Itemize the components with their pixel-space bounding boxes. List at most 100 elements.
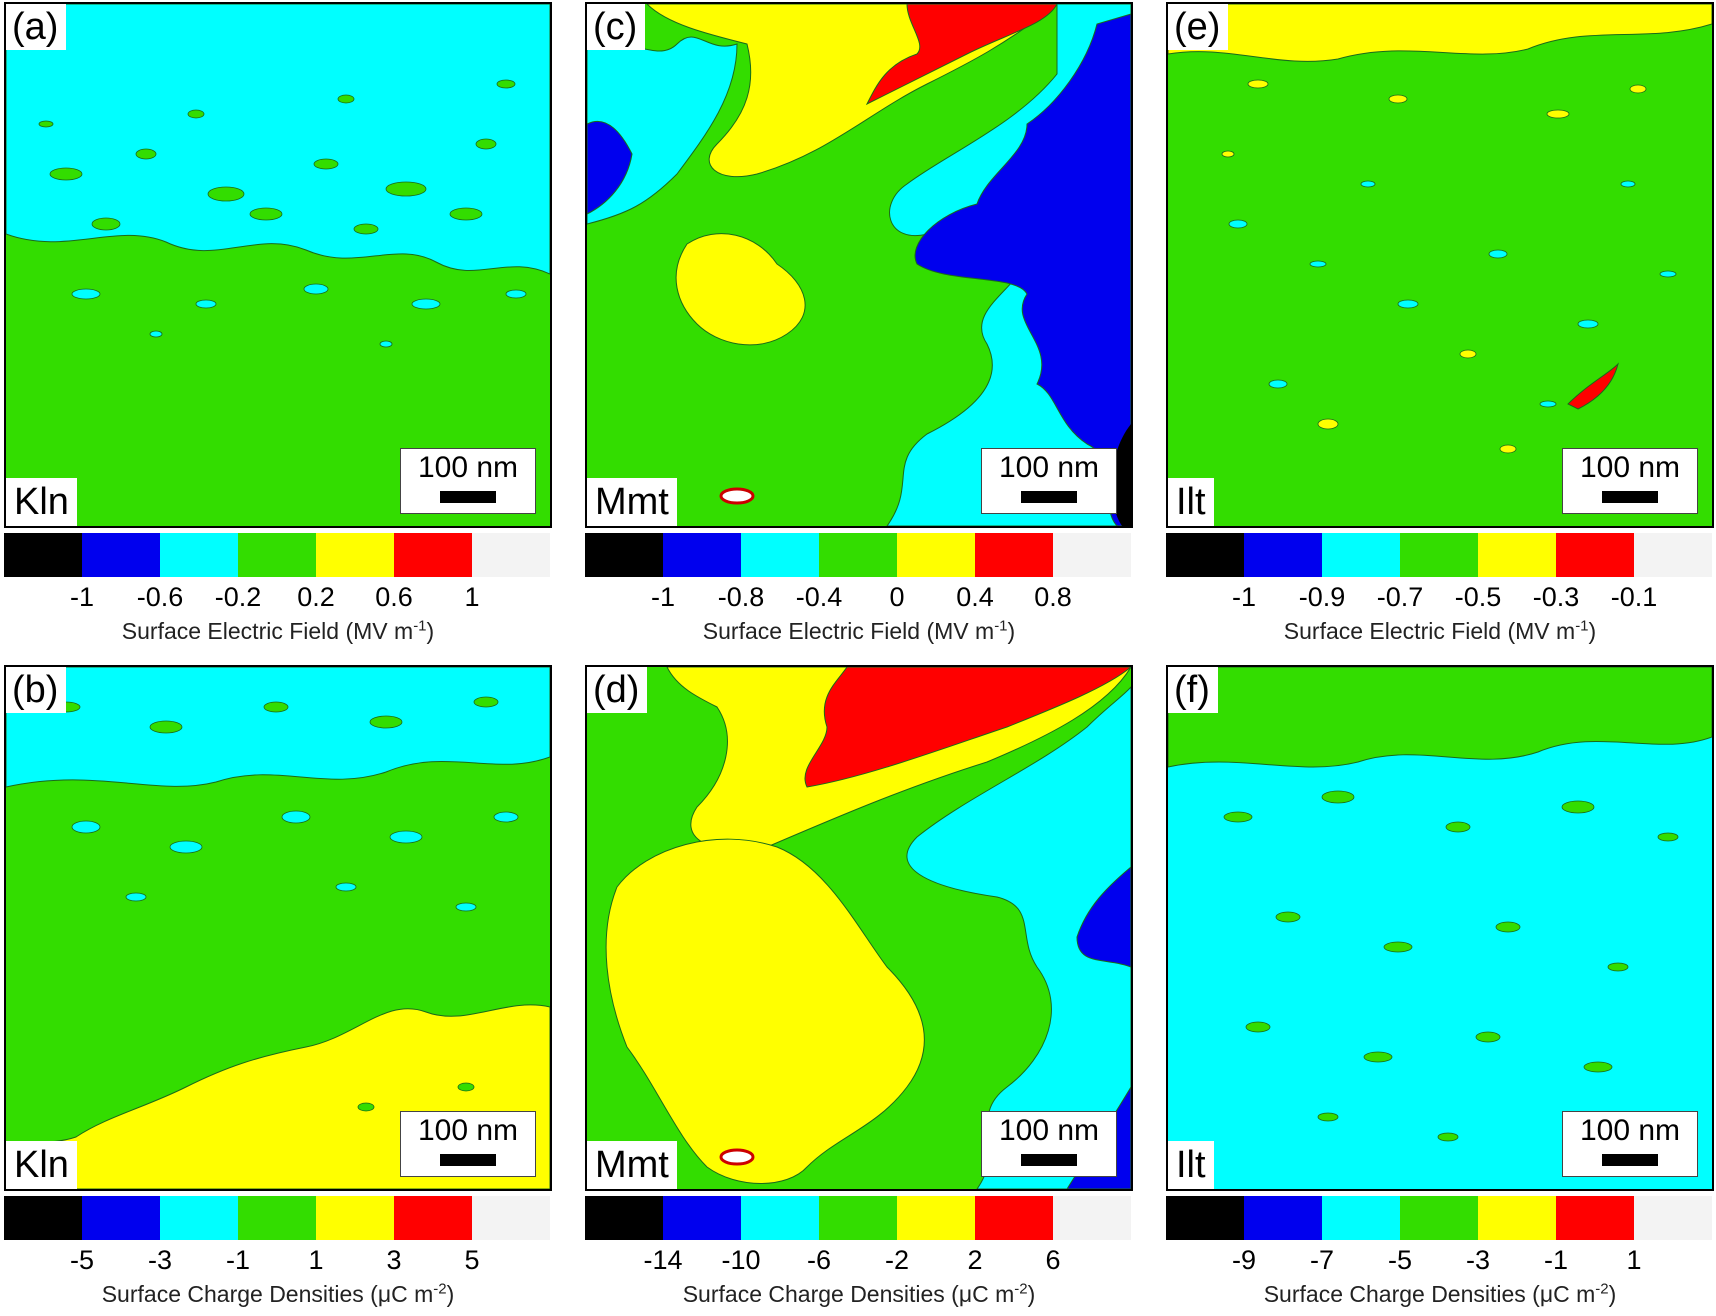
panel-letter: (b) [6,667,67,713]
colorbar-segment [316,533,394,577]
colorbar-tick-label: 1 [464,582,480,612]
colorbar-tick-label: -0.8 [717,582,765,612]
colorbar-tick-label: -0.6 [136,582,184,612]
scale-bar-line [440,1154,496,1166]
scale-bar: 100 nm [1562,1111,1698,1177]
colorbar-segment [1478,1196,1556,1240]
colorbar-label: Surface Electric Field (MV m-1) [702,617,1016,644]
mineral-label: Mmt [587,1141,677,1189]
speckle-cyan [1228,180,1677,408]
speckle-cyan [71,810,519,912]
scale-bar-label: 100 nm [1579,451,1681,484]
colorbar-tick-label: -3 [1465,1245,1491,1275]
colorbar-segment [160,1196,238,1240]
colorbar-segment [1053,533,1131,577]
colorbar-tick-label: 2 [967,1245,983,1275]
scale-bar: 100 nm [1562,448,1698,514]
colorbar-segment [819,533,897,577]
colorbar-segment [394,1196,472,1240]
colorbar-tick-label: -1 [650,582,676,612]
contour-map [587,4,1131,526]
colorbar-segment [1634,533,1712,577]
charge-map-ilt: (f) Ilt 100 nm [1166,665,1714,1191]
colorbar-tick-label: -5 [1387,1245,1413,1275]
colorbar-segment [316,1196,394,1240]
colorbar-tick-label: -0.2 [214,582,262,612]
speckle-cyan [71,283,527,348]
colorbar-tick-label: 3 [386,1245,402,1275]
colorbar-segment [741,1196,819,1240]
colorbar-segment [663,533,741,577]
mineral-label: Ilt [1168,1141,1214,1189]
colorbar-segment [160,533,238,577]
colorbar-ticks: -5 -3 -1 1 3 5 [4,1245,552,1281]
colorbar-segment [663,1196,741,1240]
colorbar-tick-label: 0.2 [297,582,335,612]
colorbar-segment [1244,1196,1322,1240]
colorbar-tick-label: -6 [806,1245,832,1275]
colorbar-segment [4,533,82,577]
colorbar-label: Surface Charge Densities (μC m-2) [1263,1280,1617,1307]
colorbar-tick-label: 0.8 [1034,582,1072,612]
colorbar-segment [741,533,819,577]
colorbar-segment [585,1196,663,1240]
colorbar-tick-label: -9 [1231,1245,1257,1275]
colorbar-tick-label: 1 [1626,1245,1642,1275]
scale-bar: 100 nm [981,448,1117,514]
colorbar-segment [4,1196,82,1240]
scale-bar-line [440,491,496,503]
panel-letter: (e) [1168,4,1229,50]
colorbar-segment [897,533,975,577]
colorbar-segment [394,533,472,577]
colorbar-segment [897,1196,975,1240]
colorbar-tick-label: -5 [69,1245,95,1275]
scale-bar-label: 100 nm [1579,1114,1681,1147]
colorbar-tick-label: -0.5 [1454,582,1502,612]
colorbar-segment [1556,533,1634,577]
scale-bar-label: 100 nm [998,1114,1100,1147]
colorbar-tick-label: -1 [225,1245,251,1275]
colorbar-segment [819,1196,897,1240]
panel-letter: (f) [1168,667,1218,713]
colorbar-segment [1400,1196,1478,1240]
colorbar-segment [1053,1196,1131,1240]
colorbar-tick-label: 0 [889,582,905,612]
colorbar-segment [1166,1196,1244,1240]
colorbar-ticks: -1 -0.6 -0.2 0.2 0.6 1 [4,582,552,618]
colorbar [585,1196,1133,1240]
colorbar-tick-label: -0.4 [795,582,843,612]
scale-bar-label: 100 nm [998,451,1100,484]
colorbar-tick-label: 1 [308,1245,324,1275]
colorbar-tick-label: -0.9 [1298,582,1346,612]
field-map-ilt: (e) Ilt 100 nm [1166,2,1714,528]
contour-map [1168,667,1712,1189]
colorbar-tick-label: 5 [464,1245,480,1275]
colorbar [4,533,552,577]
colorbar-segment [238,1196,316,1240]
colorbar-tick-label: -3 [147,1245,173,1275]
colorbar-segment [238,533,316,577]
colorbar-tick-label: -14 [643,1245,683,1275]
colorbar-segment [1634,1196,1712,1240]
colorbar-label: Surface Electric Field (MV m-1) [1283,617,1597,644]
contour-map [1168,4,1712,526]
colorbar-segment [472,533,550,577]
colorbar-tick-label: -1 [1231,582,1257,612]
colorbar-tick-label: -10 [721,1245,761,1275]
colorbar-ticks: -1 -0.9 -0.7 -0.5 -0.3 -0.1 [1166,582,1714,618]
colorbar-segment [1556,1196,1634,1240]
colorbar [4,1196,552,1240]
colorbar-tick-label: -2 [884,1245,910,1275]
colorbar-ticks: -9 -7 -5 -3 -1 1 [1166,1245,1714,1281]
scale-bar-line [1021,491,1077,503]
mineral-label: Kln [6,478,77,526]
colorbar-segment [1244,533,1322,577]
colorbar-segment [585,533,663,577]
colorbar-label: Surface Electric Field (MV m-1) [121,617,435,644]
charge-map-kln: (b) Kln 100 nm [4,665,552,1191]
colorbar [1166,533,1714,577]
colorbar-segment [472,1196,550,1240]
scale-bar: 100 nm [400,1111,536,1177]
colorbar-segment [975,533,1053,577]
colorbar-tick-label: -7 [1309,1245,1335,1275]
